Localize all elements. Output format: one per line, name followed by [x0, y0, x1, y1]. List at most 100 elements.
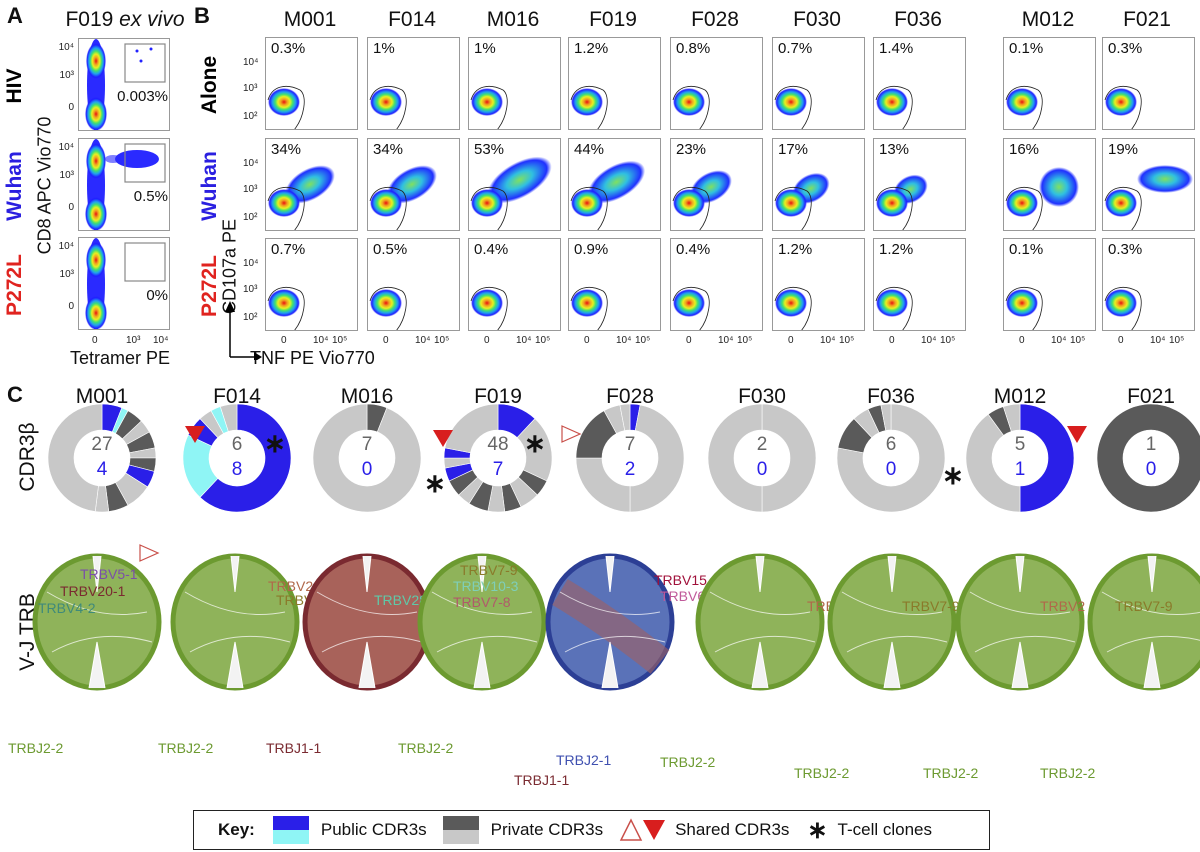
y-tick: 10⁴ — [243, 258, 259, 269]
clone-asterisk-icon: ∗ — [524, 428, 546, 458]
x-tick: 10⁵ — [434, 335, 450, 346]
donut-segment — [880, 403, 892, 431]
vj-chord-diagram — [1087, 553, 1200, 691]
donut-segment — [1002, 403, 1021, 432]
public-count: 0 — [885, 459, 897, 480]
flow-pct: 44% — [574, 141, 605, 158]
vj-chord-diagram — [32, 553, 162, 691]
panel-a-label: A — [7, 3, 23, 28]
donor-header: M001 — [283, 8, 337, 31]
shared-open-triangle-icon — [561, 425, 582, 443]
flow-plot: 1% — [367, 37, 460, 130]
flow-plot: 1.2% — [568, 37, 661, 130]
donut-segment — [199, 403, 292, 513]
donut-segment — [1096, 403, 1200, 513]
donut-segment — [836, 403, 946, 513]
donut-segment — [707, 403, 763, 513]
y-tick: 10³ — [243, 83, 258, 94]
flow-pct: 0.7% — [778, 40, 813, 57]
x-tick: 10⁴ — [718, 335, 734, 346]
panel-b-row-label: Wuhan — [198, 151, 221, 221]
asterisk-icon: ∗ — [807, 816, 828, 844]
flow-plot: 0.7% — [265, 238, 358, 331]
panel-a-pct: 0.003% — [117, 88, 168, 105]
public-count: 0 — [1145, 459, 1157, 480]
flow-pct: 13% — [879, 141, 910, 158]
flow-plot: 34% — [367, 138, 460, 231]
donut-segment — [965, 413, 1021, 513]
x-tick: 0 — [1118, 335, 1124, 346]
flow-pct: 0.3% — [271, 40, 306, 57]
public-count: 0 — [361, 459, 373, 480]
y-tick: 10² — [243, 111, 258, 122]
cdr3-donut — [312, 403, 422, 513]
x-tick: 10⁵ — [535, 335, 551, 346]
y-tick: 10⁴ — [243, 57, 259, 68]
donut-segment — [444, 403, 499, 454]
cdr3-donut — [47, 403, 157, 513]
panel-a-pct: 0% — [146, 287, 168, 304]
flow-pct: 0.8% — [676, 40, 711, 57]
donut-donor-label: M001 — [75, 385, 129, 408]
panel-a-row-label: Wuhan — [3, 151, 26, 221]
gene-label: TRBJ2-2 — [8, 740, 64, 756]
public-count: 7 — [492, 459, 504, 480]
key-shared: Shared CDR3s — [675, 820, 790, 839]
gene-label: TRBV10-3 — [453, 578, 519, 594]
donut-segment — [629, 404, 685, 513]
donut-segment — [761, 403, 817, 513]
key-private: Private CDR3s — [490, 820, 604, 839]
donut-donor-label: F036 — [867, 385, 915, 408]
flow-plot: 0.4% — [468, 238, 561, 331]
flow-plot: 0.7% — [772, 37, 865, 130]
x-tick: 10⁵ — [332, 335, 348, 346]
private-count: 5 — [1014, 434, 1026, 455]
y-tick: 10² — [243, 212, 258, 223]
x-tick: 10⁵ — [940, 335, 956, 346]
donut-donor-label: M016 — [340, 385, 394, 408]
y-tick: 0 — [68, 102, 74, 113]
donut-segment — [47, 403, 103, 512]
key-legend: Key: Public CDR3s Private CDR3s Shared C… — [193, 810, 990, 850]
panel-a-title: F019 ex vivo — [60, 8, 190, 32]
x-tick: 0 — [383, 335, 389, 346]
flow-plot: 19% — [1102, 138, 1195, 231]
y-tick: 10³ — [59, 269, 74, 280]
shared-triangles-icon — [619, 818, 666, 841]
public-count: 1 — [1014, 459, 1026, 480]
donor-header: F014 — [388, 8, 436, 31]
flow-pct: 0.9% — [574, 241, 609, 258]
private-count: 6 — [231, 434, 243, 455]
private-count: 2 — [756, 434, 768, 455]
clone-asterisk-icon: ∗ — [264, 428, 286, 458]
donut-donor-label: F028 — [606, 385, 654, 408]
flow-plot: 0.3% — [1102, 238, 1195, 331]
panel-c-label: C — [7, 382, 23, 407]
x-tick: 10⁴ — [616, 335, 632, 346]
panel-a-row-label: P272L — [3, 254, 26, 316]
flow-pct: 1% — [474, 40, 496, 57]
panel-b-row-label: Alone — [198, 55, 221, 115]
flow-plot: 0.9% — [568, 238, 661, 331]
clone-asterisk-icon: ∗ — [424, 468, 446, 498]
gene-label: TRBV7-9 — [1115, 598, 1173, 614]
vj-chord-diagram — [417, 553, 547, 691]
x-tick: 10⁵ — [1070, 335, 1086, 346]
clone-asterisk-icon: ∗ — [942, 460, 964, 490]
donut-segment — [219, 403, 238, 432]
key-public: Public CDR3s — [320, 820, 427, 839]
donor-header: F019 — [589, 8, 637, 31]
axis-arrows — [225, 301, 262, 360]
donut-donor-label: F014 — [213, 385, 261, 408]
flow-plot: 13% — [873, 138, 966, 231]
gene-label: TRBV2 — [1040, 598, 1086, 614]
gene-label: TRBV28 — [374, 592, 427, 608]
flow-pct: 19% — [1108, 141, 1139, 158]
flow-pct: 0.3% — [1108, 241, 1143, 258]
donut-donor-label: F019 — [474, 385, 522, 408]
cdr3-donut — [443, 403, 553, 513]
private-count: 7 — [361, 434, 373, 455]
panel-a-plot — [78, 237, 170, 330]
x-tick: 0 — [889, 335, 895, 346]
cdr3-donut — [182, 403, 292, 513]
